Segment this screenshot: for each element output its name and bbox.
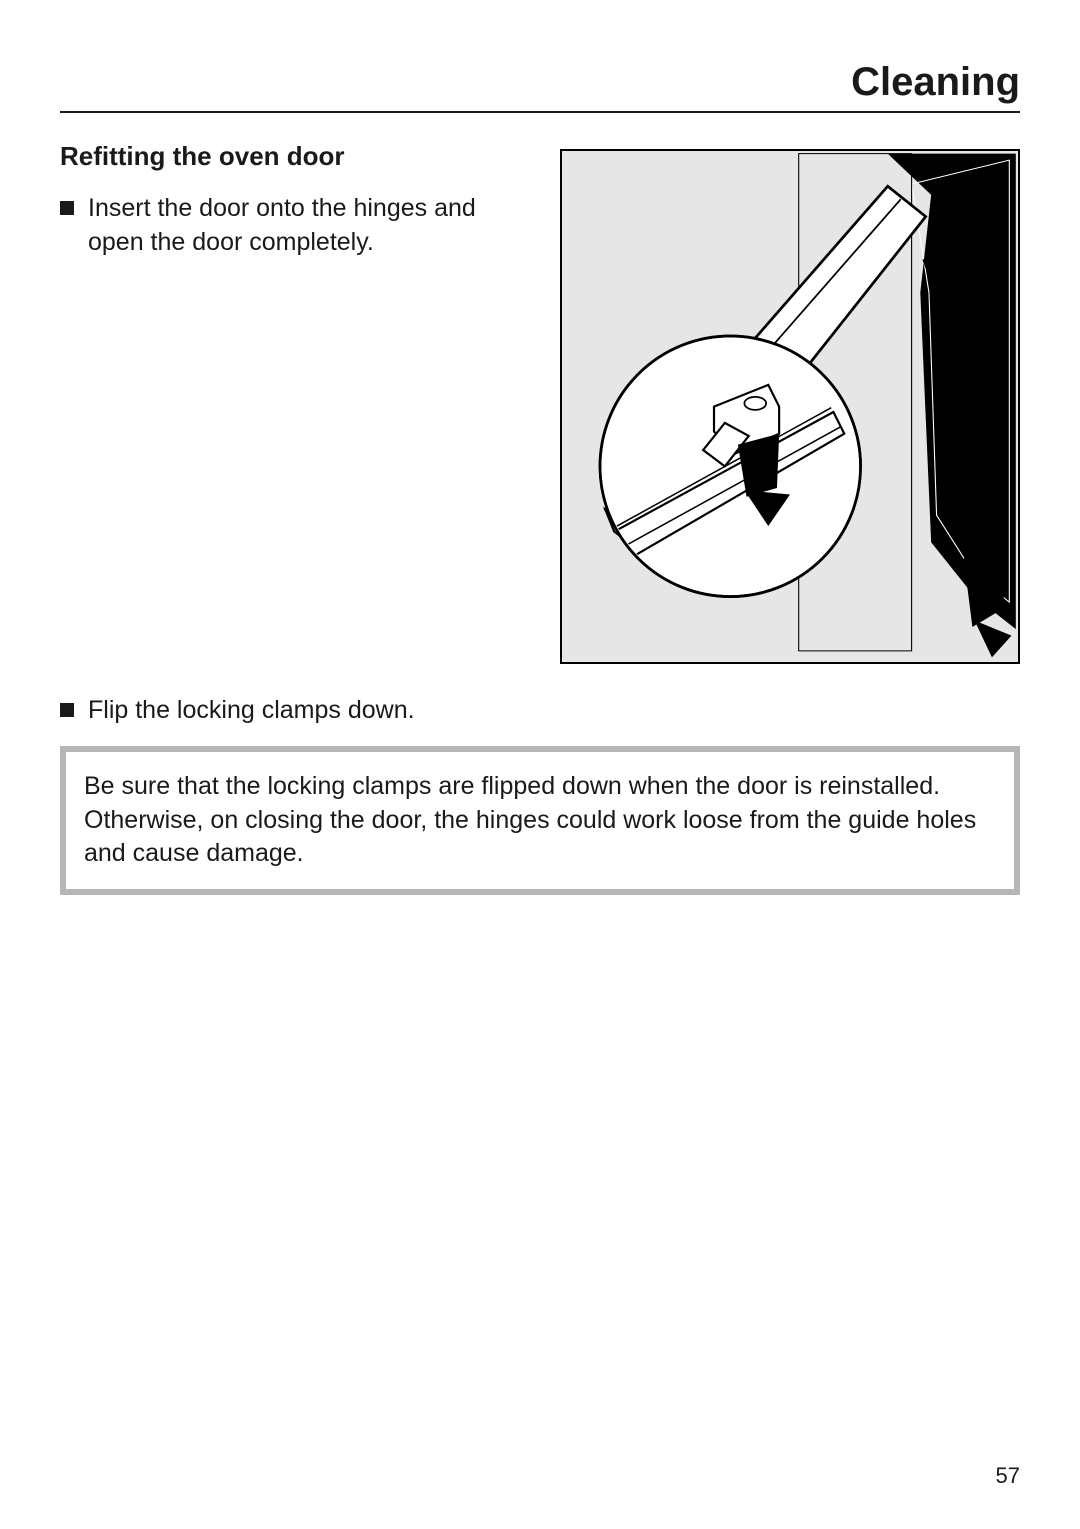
oven-door-diagram <box>560 149 1020 664</box>
square-bullet-icon <box>60 703 74 717</box>
diagram-svg <box>562 151 1018 662</box>
square-bullet-icon <box>60 201 74 215</box>
below-figure-block: Flip the locking clamps down. Be sure th… <box>60 694 1020 895</box>
left-column: Refitting the oven door Insert the door … <box>60 141 520 664</box>
instruction-step-2: Flip the locking clamps down. <box>60 694 1020 728</box>
step-text: Insert the door onto the hinges and open… <box>88 192 520 260</box>
caution-note: Be sure that the locking clamps are flip… <box>60 746 1020 895</box>
two-column-layout: Refitting the oven door Insert the door … <box>60 141 1020 664</box>
section-title: Cleaning <box>60 60 1020 113</box>
instruction-step-1: Insert the door onto the hinges and open… <box>60 192 520 260</box>
subheading: Refitting the oven door <box>60 141 520 172</box>
right-column <box>560 141 1020 664</box>
page-number: 57 <box>996 1463 1020 1489</box>
step-text: Flip the locking clamps down. <box>88 694 415 728</box>
manual-page: Cleaning Refitting the oven door Insert … <box>0 0 1080 1529</box>
